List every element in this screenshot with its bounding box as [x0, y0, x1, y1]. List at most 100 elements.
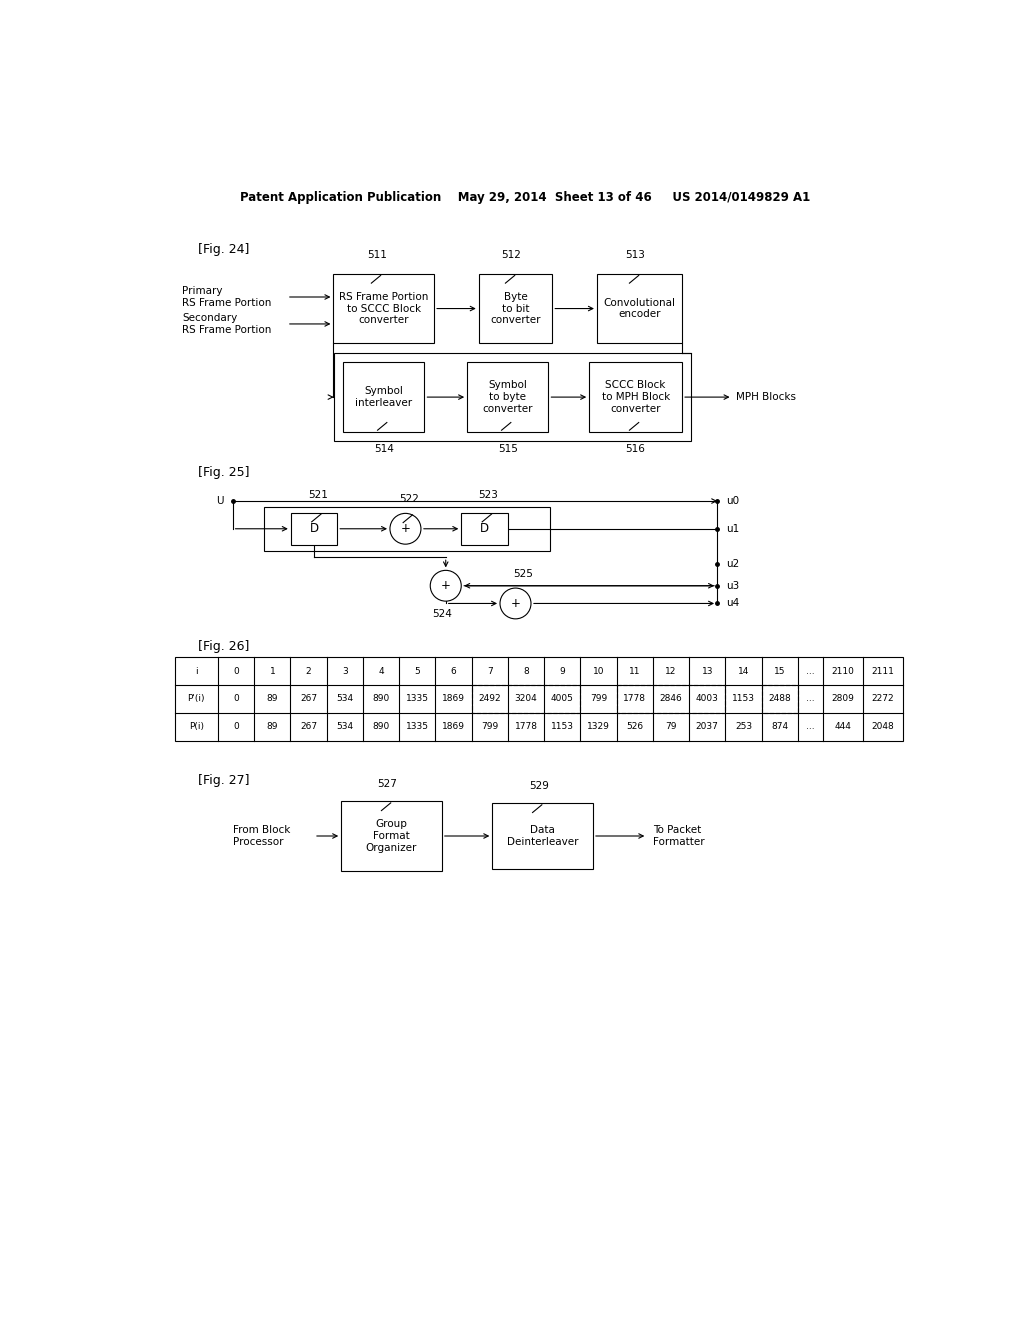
Text: From Block
Processor: From Block Processor: [232, 825, 290, 847]
Text: 521: 521: [308, 490, 328, 500]
Text: Patent Application Publication    May 29, 2014  Sheet 13 of 46     US 2014/01498: Patent Application Publication May 29, 2…: [240, 190, 810, 203]
Text: 7: 7: [487, 667, 493, 676]
Text: U: U: [216, 496, 223, 506]
Text: 1869: 1869: [442, 722, 465, 731]
Text: [Fig. 27]: [Fig. 27]: [198, 775, 249, 788]
Text: +: +: [440, 579, 451, 593]
Text: 3204: 3204: [515, 694, 538, 704]
Text: 534: 534: [336, 722, 353, 731]
Circle shape: [500, 589, 531, 619]
Bar: [334, 275, 434, 343]
Text: 13: 13: [701, 667, 713, 676]
Text: [Fig. 25]: [Fig. 25]: [198, 466, 249, 479]
Text: u3: u3: [726, 581, 739, 591]
Text: 523: 523: [478, 490, 499, 500]
Text: [Fig. 26]: [Fig. 26]: [198, 640, 249, 652]
Text: 522: 522: [399, 494, 419, 504]
Text: 2048: 2048: [871, 722, 894, 731]
Text: 1153: 1153: [551, 722, 573, 731]
Text: 2037: 2037: [696, 722, 719, 731]
Text: Symbol
interleaver: Symbol interleaver: [355, 387, 413, 408]
Text: 527: 527: [378, 779, 397, 789]
Text: 5: 5: [415, 667, 420, 676]
Text: 2: 2: [306, 667, 311, 676]
Text: 4005: 4005: [551, 694, 573, 704]
Text: 253: 253: [735, 722, 752, 731]
Text: 511: 511: [368, 249, 387, 260]
Text: 1778: 1778: [624, 694, 646, 704]
Text: 529: 529: [528, 781, 549, 791]
Text: 1778: 1778: [515, 722, 538, 731]
Text: Primary
RS Frame Portion: Primary RS Frame Portion: [182, 286, 271, 308]
Text: P'(i): P'(i): [187, 694, 205, 704]
Text: MPH Blocks: MPH Blocks: [736, 392, 797, 403]
Text: 1335: 1335: [406, 694, 429, 704]
Text: 512: 512: [502, 249, 521, 260]
Text: 0: 0: [233, 667, 239, 676]
Text: 1335: 1335: [406, 722, 429, 731]
Text: 516: 516: [626, 444, 645, 454]
Text: Symbol
to byte
converter: Symbol to byte converter: [482, 380, 534, 413]
Text: +: +: [511, 597, 520, 610]
Text: 11: 11: [629, 667, 641, 676]
Text: 524: 524: [432, 609, 452, 619]
Text: 2111: 2111: [871, 667, 895, 676]
Text: ...: ...: [806, 694, 815, 704]
Text: +: +: [400, 523, 411, 536]
Text: 890: 890: [373, 722, 390, 731]
Text: 89: 89: [266, 722, 279, 731]
Text: To Packet
Formatter: To Packet Formatter: [653, 825, 706, 847]
Text: 3: 3: [342, 667, 348, 676]
Text: 1: 1: [269, 667, 275, 676]
Text: i: i: [195, 667, 198, 676]
Text: 799: 799: [590, 694, 607, 704]
Bar: [472, 685, 581, 713]
Text: 514: 514: [374, 444, 393, 454]
Text: 267: 267: [300, 722, 317, 731]
Text: 4: 4: [378, 667, 384, 676]
Text: D: D: [480, 523, 489, 536]
Bar: [478, 275, 552, 343]
Circle shape: [430, 570, 461, 601]
Text: Data
Deinterleaver: Data Deinterleaver: [507, 825, 579, 847]
Text: 10: 10: [593, 667, 604, 676]
Text: 14: 14: [738, 667, 750, 676]
Text: Secondary
RS Frame Portion: Secondary RS Frame Portion: [182, 313, 271, 335]
Text: Byte
to bit
converter: Byte to bit converter: [490, 292, 541, 325]
Text: 513: 513: [626, 249, 645, 260]
Text: 4003: 4003: [696, 694, 719, 704]
Text: 9: 9: [559, 667, 565, 676]
Text: 444: 444: [835, 722, 852, 731]
Text: 890: 890: [373, 694, 390, 704]
Circle shape: [390, 513, 421, 544]
Bar: [762, 685, 798, 713]
Text: 874: 874: [771, 722, 788, 731]
Text: 2272: 2272: [871, 694, 894, 704]
Text: u4: u4: [726, 598, 739, 609]
Text: u1: u1: [726, 524, 739, 533]
Bar: [263, 507, 550, 552]
Text: 15: 15: [774, 667, 785, 676]
Bar: [341, 801, 442, 871]
Text: Group
Format
Organizer: Group Format Organizer: [366, 820, 417, 853]
Text: 0: 0: [233, 694, 239, 704]
Text: P(i): P(i): [188, 722, 204, 731]
Text: 534: 534: [336, 694, 353, 704]
Text: SCCC Block
to MPH Block
converter: SCCC Block to MPH Block converter: [601, 380, 670, 413]
Bar: [334, 354, 691, 441]
Bar: [467, 363, 549, 432]
Text: u0: u0: [726, 496, 739, 506]
Bar: [343, 363, 424, 432]
Text: 79: 79: [666, 722, 677, 731]
Text: 8: 8: [523, 667, 529, 676]
Bar: [597, 275, 682, 343]
Text: 1329: 1329: [587, 722, 610, 731]
Text: D: D: [309, 523, 318, 536]
Text: 515: 515: [498, 444, 518, 454]
Text: 89: 89: [266, 694, 279, 704]
Text: 2110: 2110: [831, 667, 855, 676]
Text: 12: 12: [666, 667, 677, 676]
Text: 6: 6: [451, 667, 457, 676]
Text: 1153: 1153: [732, 694, 755, 704]
Text: 799: 799: [481, 722, 499, 731]
